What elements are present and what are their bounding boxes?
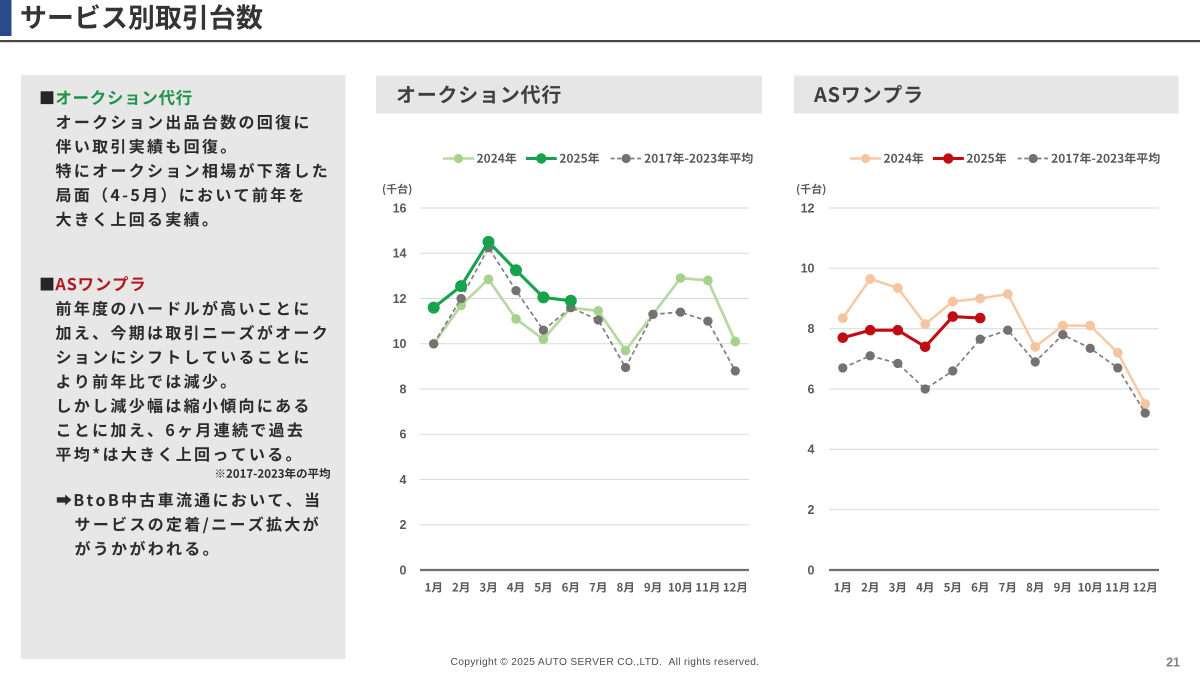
- svg-text:8: 8: [808, 322, 815, 336]
- svg-text:2: 2: [400, 518, 407, 532]
- svg-text:12: 12: [393, 292, 407, 306]
- svg-text:10: 10: [393, 337, 407, 351]
- svg-text:16: 16: [393, 201, 407, 215]
- svg-text:12: 12: [801, 201, 815, 215]
- svg-text:10: 10: [801, 262, 815, 276]
- svg-text:6: 6: [400, 428, 407, 442]
- svg-text:4: 4: [808, 443, 815, 457]
- svg-text:8: 8: [400, 382, 407, 396]
- svg-text:4: 4: [400, 473, 407, 487]
- svg-text:14: 14: [393, 247, 407, 261]
- svg-text:21: 21: [1166, 656, 1180, 670]
- svg-text:2: 2: [808, 503, 815, 517]
- svg-text:0: 0: [808, 563, 815, 577]
- svg-text:Copyright © 2025 AUTO SERVER C: Copyright © 2025 AUTO SERVER CO.,LTD. Al…: [451, 657, 760, 668]
- svg-text:0: 0: [400, 563, 407, 577]
- svg-text:6: 6: [808, 382, 815, 396]
